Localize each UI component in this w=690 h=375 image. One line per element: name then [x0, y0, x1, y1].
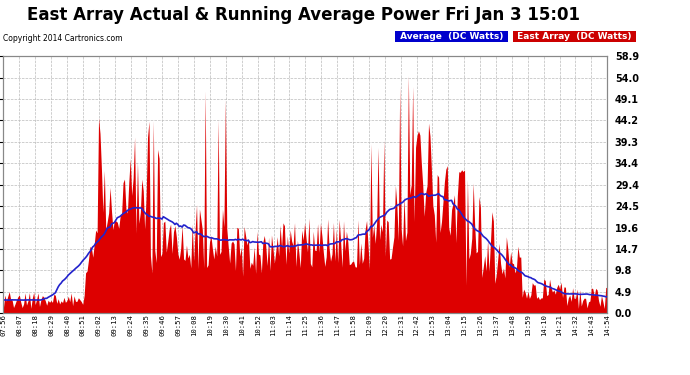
- Text: Copyright 2014 Cartronics.com: Copyright 2014 Cartronics.com: [3, 34, 123, 43]
- Text: East Array Actual & Running Average Power Fri Jan 3 15:01: East Array Actual & Running Average Powe…: [27, 6, 580, 24]
- Text: East Array  (DC Watts): East Array (DC Watts): [514, 32, 635, 41]
- Text: Average  (DC Watts): Average (DC Watts): [397, 32, 506, 41]
